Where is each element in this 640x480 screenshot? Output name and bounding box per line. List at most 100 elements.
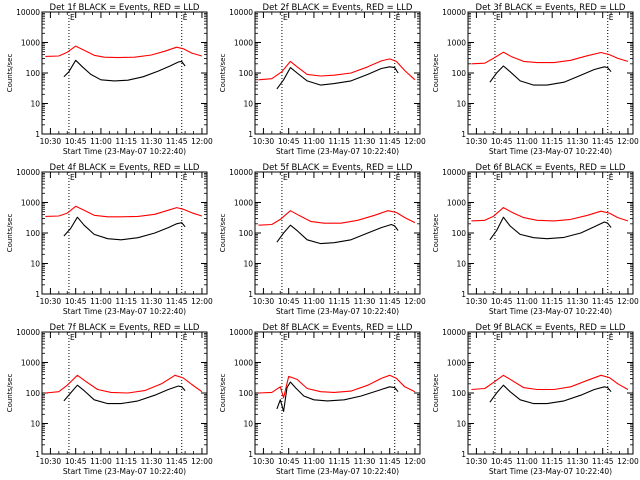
x-tick-label: 11:45 [379,137,401,146]
y-tick-label: 1 [248,130,253,139]
chart-panel-1: Det 1f BLACK = Events, RED = LLD 1 10 100 10… [6,3,213,156]
chart-title: Det 1f BLACK = Events, RED = LLD [50,3,200,13]
event-marker-label: E [70,13,75,22]
x-axis-label: Start Time (23-May-07 10:22:40) [63,147,186,156]
lld-series-line [258,58,416,81]
y-tick-label: 100 [452,389,467,398]
x-tick-label: 11:00 [303,137,325,146]
lld-series-line [258,210,416,226]
y-tick-label: 10 [243,260,253,269]
y-axis-label: Counts/sec [219,374,227,413]
x-tick-label: 12:00 [617,137,639,146]
x-tick-label: 12:00 [617,297,639,306]
x-tick-label: 12:00 [191,137,213,146]
plot-frame [254,171,421,295]
plot-frame [467,171,634,295]
event-marker-label: E [609,333,614,342]
y-tick-label: 1000 [21,199,40,208]
y-tick-label: 1 [35,290,40,299]
y-tick-label: 10000 [16,8,40,17]
events-series-line [63,384,186,405]
x-tick-label: 11:45 [166,457,188,466]
x-tick-label: 10:30 [253,457,275,466]
event-marker-label: E [283,13,288,22]
y-axis-label: Counts/sec [432,54,440,93]
events-series-line [63,59,186,82]
chart-title: Det 5f BLACK = Events, RED = LLD [263,163,413,173]
x-tick-label: 10:45 [65,297,87,306]
x-tick-label: 11:45 [592,297,614,306]
x-tick-label: 11:15 [115,137,137,146]
x-tick-label: 11:30 [567,137,589,146]
event-marker-label: E [396,333,401,342]
lld-series-line [471,51,629,65]
events-series-line [276,223,399,245]
y-tick-label: 1000 [21,39,40,48]
y-tick-label: 10000 [229,8,253,17]
y-axis-label: Counts/sec [6,54,14,93]
y-tick-label: 1000 [234,359,253,368]
x-tick-label: 11:00 [516,457,538,466]
x-tick-label: 11:15 [328,137,350,146]
y-tick-label: 10 [456,420,466,429]
lld-series-line [45,205,203,218]
x-tick-label: 12:00 [191,457,213,466]
y-tick-label: 1000 [234,39,253,48]
event-marker-label: E [283,173,288,182]
y-tick-label: 10000 [442,8,466,17]
plot-frame [41,11,208,135]
y-tick-label: 1000 [447,359,466,368]
x-tick-label: 11:00 [516,297,538,306]
x-tick-label: 11:45 [166,297,188,306]
y-tick-label: 100 [452,229,467,238]
plot-frame [467,11,634,135]
chart-title: Det 4f BLACK = Events, RED = LLD [50,163,200,173]
x-tick-label: 11:00 [90,137,112,146]
chart-panel-9: Det 9f BLACK = Events, RED = LLD 1 10 100 10… [432,323,639,476]
x-tick-label: 11:45 [592,137,614,146]
x-axis-label: Start Time (23-May-07 10:22:40) [63,467,186,476]
y-tick-label: 10 [456,100,466,109]
x-axis-label: Start Time (23-May-07 10:22:40) [276,307,399,316]
x-tick-label: 11:45 [379,457,401,466]
events-series-line [63,216,186,241]
y-axis-label: Counts/sec [219,214,227,253]
lld-series-line [45,374,203,394]
x-tick-label: 11:30 [567,457,589,466]
events-series-line [276,381,399,412]
y-axis-label: Counts/sec [6,214,14,253]
chart-title: Det 2f BLACK = Events, RED = LLD [263,3,413,13]
x-tick-label: 11:30 [354,137,376,146]
x-tick-label: 10:30 [466,457,488,466]
x-tick-label: 11:15 [541,457,563,466]
x-tick-label: 11:30 [141,297,163,306]
x-tick-label: 12:00 [191,297,213,306]
x-tick-label: 11:30 [354,457,376,466]
y-axis-label: Counts/sec [6,374,14,413]
chart-panel-6: Det 6f BLACK = Events, RED = LLD 1 10 100 10… [432,163,639,316]
chart-title: Det 9f BLACK = Events, RED = LLD [476,323,626,333]
y-tick-label: 10 [243,100,253,109]
x-tick-label: 10:30 [40,457,62,466]
y-tick-label: 10000 [229,328,253,337]
y-tick-label: 100 [239,389,254,398]
y-tick-label: 100 [26,389,41,398]
y-tick-label: 10 [30,100,40,109]
chart-panel-4: Det 4f BLACK = Events, RED = LLD 1 10 100 10… [6,163,213,316]
x-tick-label: 12:00 [404,297,426,306]
y-tick-label: 1 [248,450,253,459]
y-tick-label: 10000 [442,168,466,177]
event-marker-label: E [283,333,288,342]
x-axis-label: Start Time (23-May-07 10:22:40) [489,467,612,476]
x-tick-label: 10:45 [278,137,300,146]
x-tick-label: 10:45 [65,457,87,466]
x-axis-label: Start Time (23-May-07 10:22:40) [276,147,399,156]
x-tick-label: 12:00 [404,457,426,466]
plot-frame [467,331,634,455]
x-tick-label: 11:15 [115,457,137,466]
y-tick-label: 100 [452,69,467,78]
y-tick-label: 100 [26,69,41,78]
lld-series-line [258,374,416,399]
event-marker-label: E [609,173,614,182]
event-marker-label: E [496,13,501,22]
